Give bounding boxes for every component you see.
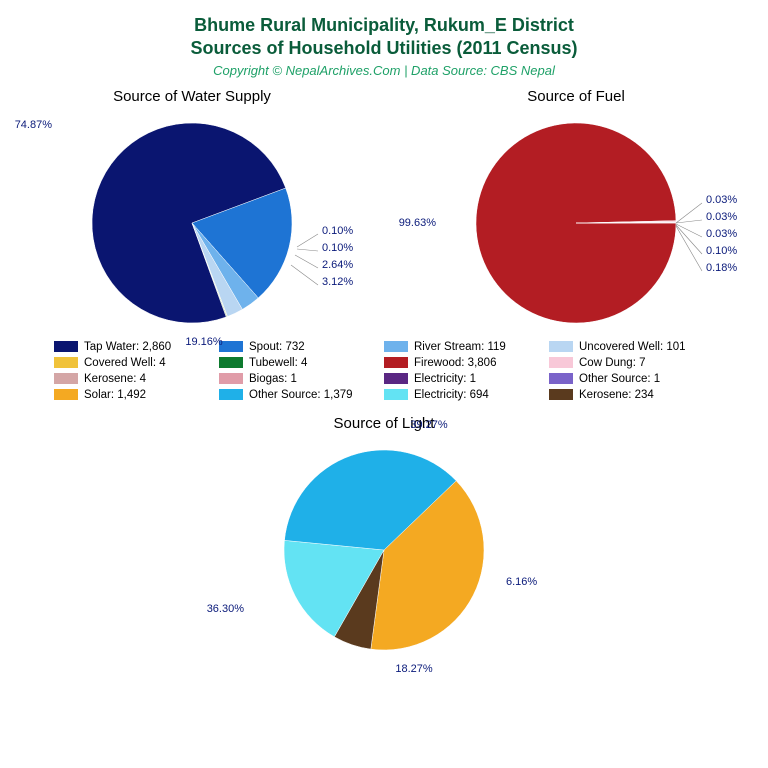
pie-label: 6.16% <box>506 576 537 588</box>
legend-item: Kerosene: 234 <box>549 389 714 401</box>
legend-label: Other Source: 1,379 <box>249 389 353 401</box>
legend-item: Other Source: 1 <box>549 373 714 385</box>
pie-label: 74.87% <box>15 119 53 131</box>
legend-swatch <box>219 373 243 384</box>
pie-label: 2.64% <box>322 259 353 271</box>
legend-label: Electricity: 694 <box>414 389 489 401</box>
chart-light: Source of Light 39.27%6.16%18.27%36.30% <box>214 415 554 660</box>
legend-item: Firewood: 3,806 <box>384 357 549 369</box>
chart-fuel: Source of Fuel 99.63%0.03%0.03%0.03%0.10… <box>406 88 746 333</box>
legend-item: Solar: 1,492 <box>54 389 219 401</box>
legend-item: Tubewell: 4 <box>219 357 384 369</box>
pie-label: 39.27% <box>410 419 448 431</box>
legend-label: Electricity: 1 <box>414 373 476 385</box>
pie-label: 99.63% <box>399 217 437 229</box>
legend-label: Kerosene: 234 <box>579 389 654 401</box>
pie-label: 18.27% <box>395 663 433 675</box>
pie-label: 0.10% <box>322 225 353 237</box>
chart-row-bottom: Source of Light 39.27%6.16%18.27%36.30% <box>0 415 768 660</box>
legend-label: Tap Water: 2,860 <box>84 341 171 353</box>
legend-item: Kerosene: 4 <box>54 373 219 385</box>
pie-label: 0.03% <box>706 228 737 240</box>
chart-title-light: Source of Light <box>214 415 554 432</box>
legend-item: Other Source: 1,379 <box>219 389 384 401</box>
pie-label: 0.03% <box>706 194 737 206</box>
pie-label: 0.10% <box>706 245 737 257</box>
legend-label: Biogas: 1 <box>249 373 297 385</box>
legend-swatch <box>549 389 573 400</box>
pie-light: 39.27%6.16%18.27%36.30% <box>274 440 494 660</box>
legend-item: Uncovered Well: 101 <box>549 341 714 353</box>
chart-water: Source of Water Supply 74.87%19.16%3.12%… <box>22 88 362 333</box>
legend-swatch <box>54 341 78 352</box>
legend-label: Covered Well: 4 <box>84 357 166 369</box>
legend-swatch <box>384 373 408 384</box>
legend-swatch <box>549 341 573 352</box>
legend-swatch <box>384 357 408 368</box>
legend-swatch <box>54 373 78 384</box>
legend-swatch <box>219 357 243 368</box>
legend-label: Firewood: 3,806 <box>414 357 496 369</box>
pie-water: 74.87%19.16%3.12%2.64%0.10%0.10% <box>82 113 302 333</box>
title-line-1: Bhume Rural Municipality, Rukum_E Distri… <box>0 14 768 37</box>
legend-label: Tubewell: 4 <box>249 357 307 369</box>
legend-label: Kerosene: 4 <box>84 373 146 385</box>
legend-swatch <box>219 389 243 400</box>
pie-label: 0.03% <box>706 211 737 223</box>
legend-label: Uncovered Well: 101 <box>579 341 686 353</box>
pie-label: 0.18% <box>706 262 737 274</box>
legend-swatch <box>549 373 573 384</box>
legend-label: Solar: 1,492 <box>84 389 146 401</box>
title-line-2: Sources of Household Utilities (2011 Cen… <box>0 37 768 60</box>
legend-label: Spout: 732 <box>249 341 305 353</box>
pie-fuel: 99.63%0.03%0.03%0.03%0.10%0.18% <box>466 113 686 333</box>
legend-item: Spout: 732 <box>219 341 384 353</box>
legend-item: River Stream: 119 <box>384 341 549 353</box>
pie-label: 36.30% <box>207 603 245 615</box>
legend-label: Cow Dung: 7 <box>579 357 645 369</box>
legend-item: Electricity: 694 <box>384 389 549 401</box>
legend-item: Covered Well: 4 <box>54 357 219 369</box>
pie-label: 19.16% <box>185 336 223 348</box>
legend-item: Cow Dung: 7 <box>549 357 714 369</box>
chart-title-water: Source of Water Supply <box>22 88 362 105</box>
legend-item: Biogas: 1 <box>219 373 384 385</box>
legend-item: Electricity: 1 <box>384 373 549 385</box>
legend-label: Other Source: 1 <box>579 373 660 385</box>
subtitle: Copyright © NepalArchives.Com | Data Sou… <box>0 63 768 78</box>
pie-label: 0.10% <box>322 242 353 254</box>
chart-title-fuel: Source of Fuel <box>406 88 746 105</box>
chart-row-top: Source of Water Supply 74.87%19.16%3.12%… <box>0 88 768 333</box>
legend-swatch <box>54 357 78 368</box>
legend: Tap Water: 2,860 Spout: 732 River Stream: … <box>54 341 714 405</box>
legend-label: River Stream: 119 <box>414 341 506 353</box>
title-block: Bhume Rural Municipality, Rukum_E Distri… <box>0 0 768 78</box>
pie-label: 3.12% <box>322 276 353 288</box>
legend-swatch <box>549 357 573 368</box>
legend-swatch <box>54 389 78 400</box>
legend-swatch <box>384 389 408 400</box>
legend-swatch <box>384 341 408 352</box>
